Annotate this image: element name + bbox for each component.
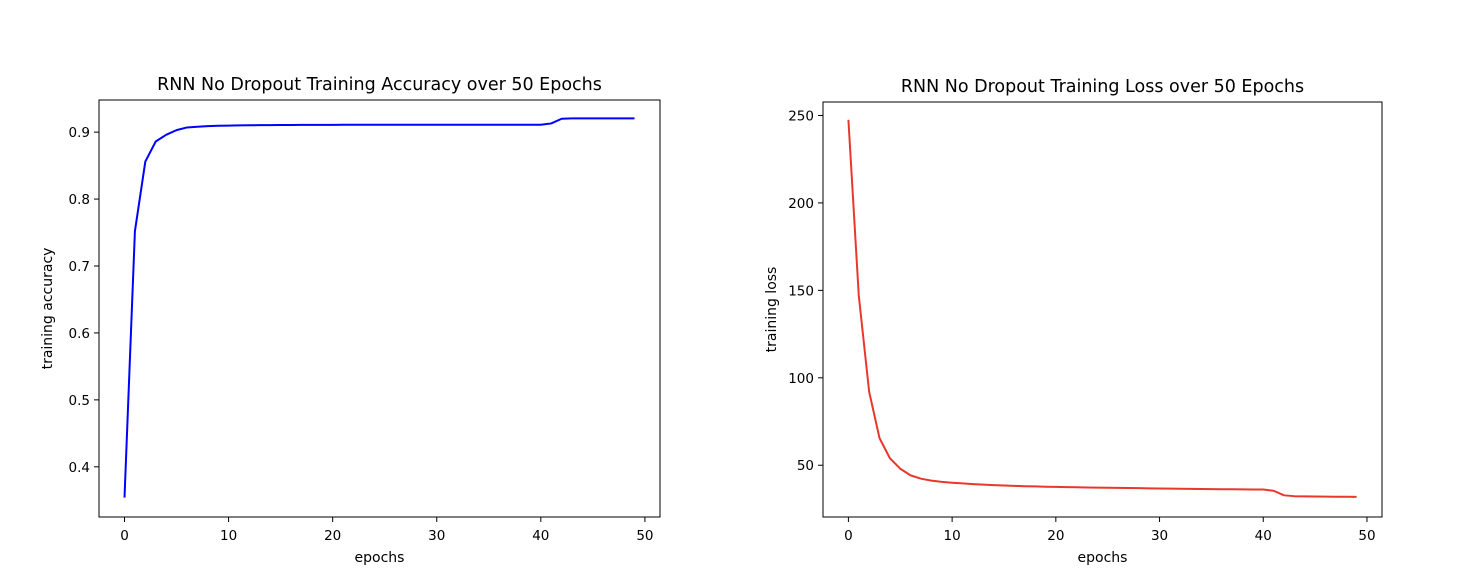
x-tick-label: 0	[844, 528, 853, 544]
y-tick-label: 0.9	[69, 125, 90, 141]
x-tick-label: 10	[220, 528, 237, 544]
x-tick-label: 40	[532, 528, 549, 544]
y-axis-label: training accuracy	[40, 248, 56, 370]
x-tick-label: 40	[1255, 528, 1272, 544]
chart-1: RNN No Dropout Training Accuracy over 50…	[40, 75, 661, 566]
y-tick-label: 100	[788, 371, 814, 387]
y-tick-label: 50	[797, 458, 814, 474]
series-line	[123, 117, 635, 498]
x-tick-label: 10	[944, 528, 961, 544]
x-tick-label: 30	[1151, 528, 1168, 544]
y-tick-label: 0.5	[69, 393, 90, 409]
chart-2: RNN No Dropout Training Loss over 50 Epo…	[764, 77, 1383, 566]
chart-title: RNN No Dropout Training Accuracy over 50…	[157, 75, 602, 95]
chart-title: RNN No Dropout Training Loss over 50 Epo…	[901, 77, 1304, 97]
x-axis-label: epochs	[355, 550, 405, 566]
plot-frame	[98, 99, 661, 518]
y-tick-label: 0.6	[69, 326, 90, 342]
y-tick-label: 150	[788, 283, 814, 299]
y-tick-label: 200	[788, 196, 814, 212]
y-tick-label: 0.8	[69, 192, 90, 208]
y-tick-label: 0.4	[69, 460, 90, 476]
x-tick-label: 30	[428, 528, 445, 544]
x-tick-label: 0	[120, 528, 129, 544]
y-tick-label: 250	[788, 108, 814, 124]
y-tick-label: 0.7	[69, 259, 90, 275]
plot-frame	[822, 101, 1383, 518]
x-tick-label: 50	[1358, 528, 1375, 544]
x-tick-label: 50	[636, 528, 653, 544]
x-tick-label: 20	[324, 528, 341, 544]
series-line	[847, 119, 1357, 498]
y-axis-label: training loss	[764, 267, 780, 353]
x-tick-label: 20	[1047, 528, 1064, 544]
x-axis-label: epochs	[1078, 550, 1128, 566]
